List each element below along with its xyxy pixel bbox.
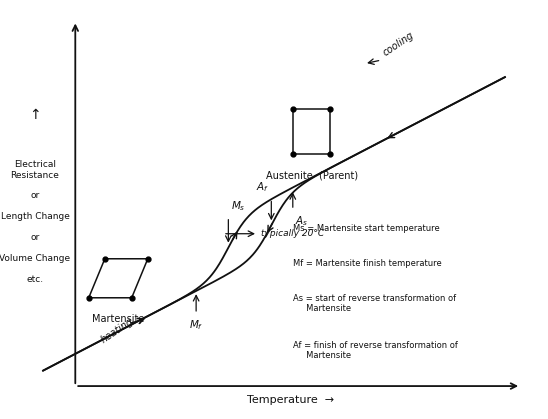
Text: Ms = Martensite start temperature: Ms = Martensite start temperature (293, 224, 439, 233)
Text: $M_s$: $M_s$ (231, 199, 246, 213)
Text: Af = finish of reverse transformation of
     Martensite: Af = finish of reverse transformation of… (293, 341, 458, 360)
Text: heating: heating (99, 316, 136, 345)
Text: Electrical
Resistance

or

Length Change

or

Volume Change

etc.: Electrical Resistance or Length Change o… (0, 160, 71, 284)
Text: $A_f$: $A_f$ (255, 181, 269, 194)
Text: ↑: ↑ (29, 108, 41, 122)
Text: As = start of reverse transformation of
     Martensite: As = start of reverse transformation of … (293, 294, 456, 313)
Text: $A_s$: $A_s$ (295, 214, 309, 228)
Text: cooling: cooling (381, 29, 416, 57)
Text: Martensite: Martensite (92, 314, 145, 324)
Text: typically 20°C: typically 20°C (261, 229, 324, 238)
Text: $M_f$: $M_f$ (189, 318, 203, 332)
Text: Austenite  (Parent): Austenite (Parent) (266, 171, 358, 181)
Text: Mf = Martensite finish temperature: Mf = Martensite finish temperature (293, 259, 442, 268)
Text: Temperature  →: Temperature → (247, 395, 334, 405)
